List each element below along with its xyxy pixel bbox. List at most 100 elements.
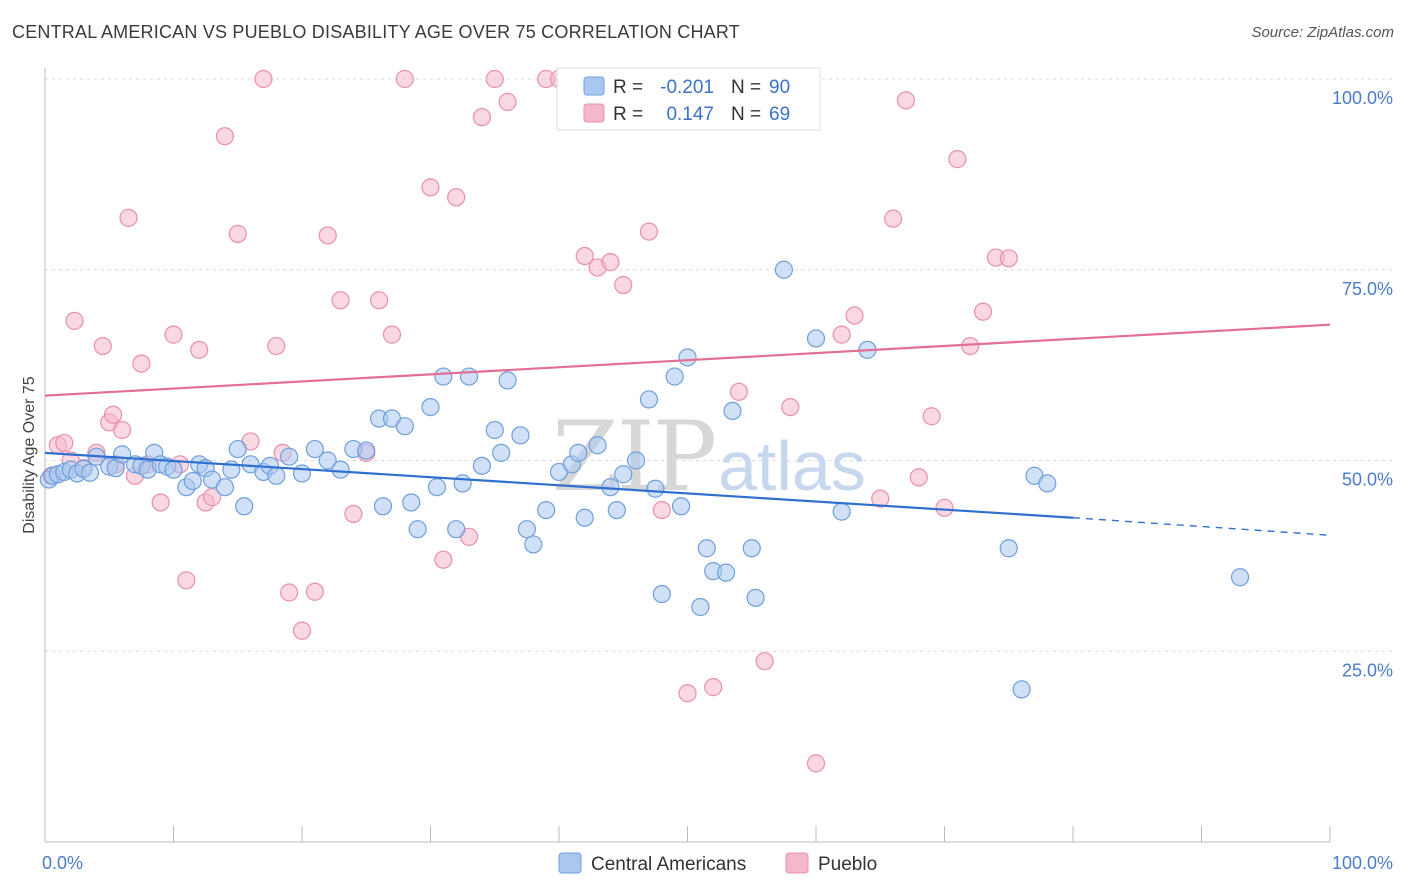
central-americans-point: [215, 478, 234, 497]
pueblo-point: [704, 678, 723, 697]
central-americans-point: [524, 535, 543, 554]
pueblo-point: [806, 754, 826, 773]
central-americans-point: [517, 520, 536, 539]
central-americans-point: [999, 539, 1018, 558]
central-americans-point: [267, 466, 286, 485]
central-americans-point: [292, 464, 312, 483]
pueblo-point: [434, 550, 453, 569]
pueblo-point: [871, 489, 890, 508]
central-americans-point: [511, 426, 530, 445]
pueblo-point: [344, 504, 363, 524]
pueblo-point: [845, 306, 864, 325]
pueblo-point: [755, 652, 774, 671]
pueblo-points: [42, 69, 1018, 773]
legend-n-value-1: 90: [769, 77, 790, 98]
central-americans-point: [665, 367, 684, 386]
central-americans-point: [607, 500, 626, 520]
central-americans-point: [639, 390, 659, 409]
central-americans-point: [588, 436, 607, 455]
central-americans-point: [453, 474, 472, 493]
pueblo-point: [177, 571, 196, 590]
bottom-legend: Central Americans Pueblo: [558, 852, 877, 875]
legend-swatch-central-americans: [583, 76, 605, 96]
central-americans-point: [716, 563, 736, 582]
central-americans-point: [671, 497, 691, 516]
bottom-legend-swatch-pueblo: [785, 852, 809, 874]
legend-n-label-2: N =: [731, 104, 761, 125]
x-tick-label-max: 100.0%: [1332, 853, 1393, 873]
central-americans-point: [1012, 680, 1031, 699]
central-americans-point: [678, 348, 697, 367]
central-americans-point: [183, 472, 202, 491]
central-americans-point: [318, 451, 337, 470]
pueblo-point: [883, 209, 903, 228]
central-americans-point: [357, 441, 376, 460]
pueblo-point: [331, 291, 350, 310]
watermark: ZIP atlas: [552, 401, 866, 513]
central-americans-point: [614, 465, 633, 484]
pueblo-point: [254, 69, 273, 89]
central-americans-point: [408, 520, 427, 539]
legend-r-value-2: 0.147: [666, 104, 714, 125]
central-americans-point: [235, 497, 254, 516]
y-tick-label: 50.0%: [1342, 470, 1393, 490]
central-americans-point: [646, 479, 665, 498]
pueblo-point: [999, 249, 1018, 268]
bottom-legend-label-pueblo: Pueblo: [818, 854, 877, 875]
pueblo-point: [132, 354, 151, 373]
pueblo-point: [832, 325, 851, 344]
legend-r-label-1: R =: [613, 77, 643, 98]
central-americans-point: [305, 439, 324, 459]
chart-title: CENTRAL AMERICAN VS PUEBLO DISABILITY AG…: [12, 22, 740, 42]
pueblo-point: [119, 208, 138, 227]
central-americans-point: [1230, 568, 1250, 587]
central-americans-trendline-extension: [1072, 517, 1331, 536]
pueblo-point: [472, 108, 491, 127]
central-americans-point: [774, 260, 793, 279]
pueblo-point: [601, 253, 620, 272]
pueblo-point: [973, 302, 993, 321]
central-americans-point: [626, 451, 646, 470]
legend: R = -0.201 N = 90 R = 0.147 N = 69: [556, 67, 821, 131]
central-americans-point: [395, 417, 414, 436]
central-americans-point: [421, 397, 440, 417]
pueblo-point: [896, 91, 916, 110]
pueblo-point: [228, 224, 247, 243]
central-americans-point: [331, 460, 350, 479]
pueblo-point: [382, 325, 402, 344]
central-americans-point: [447, 520, 466, 539]
pueblo-point: [575, 246, 594, 266]
y-tick-label: 25.0%: [1342, 660, 1393, 680]
pueblo-point: [498, 92, 517, 111]
central-americans-point: [537, 500, 556, 520]
pueblo-point: [447, 188, 466, 207]
pueblo-point: [729, 382, 749, 401]
central-americans-point: [498, 371, 517, 390]
pueblo-point: [909, 468, 928, 487]
central-americans-point: [373, 497, 393, 516]
y-axis-label: Disability Age Over 75: [21, 376, 38, 534]
central-americans-point: [691, 597, 710, 617]
pueblo-point: [164, 325, 183, 344]
y-tick-label: 100.0%: [1332, 88, 1393, 108]
pueblo-point: [370, 291, 389, 310]
pueblo-point: [151, 493, 170, 512]
pueblo-point: [280, 583, 299, 602]
y-tick-labels: 25.0% 50.0% 75.0% 100.0%: [1332, 88, 1393, 680]
legend-n-label-1: N =: [731, 77, 761, 98]
pueblo-point: [292, 621, 312, 640]
source-label: Source: ZipAtlas.com: [1251, 24, 1394, 41]
pueblo-point: [652, 500, 671, 520]
central-americans-point: [427, 478, 447, 497]
central-americans-point: [742, 539, 761, 558]
central-americans-point: [832, 502, 851, 521]
central-americans-point: [492, 443, 511, 462]
central-americans-point: [806, 329, 826, 348]
pueblo-point: [421, 178, 440, 197]
pueblo-point: [961, 336, 980, 356]
pueblo-point: [65, 311, 84, 330]
pueblo-point: [614, 275, 633, 295]
legend-r-label-2: R =: [613, 104, 643, 125]
central-americans-point: [164, 460, 183, 479]
pueblo-point: [318, 226, 337, 245]
